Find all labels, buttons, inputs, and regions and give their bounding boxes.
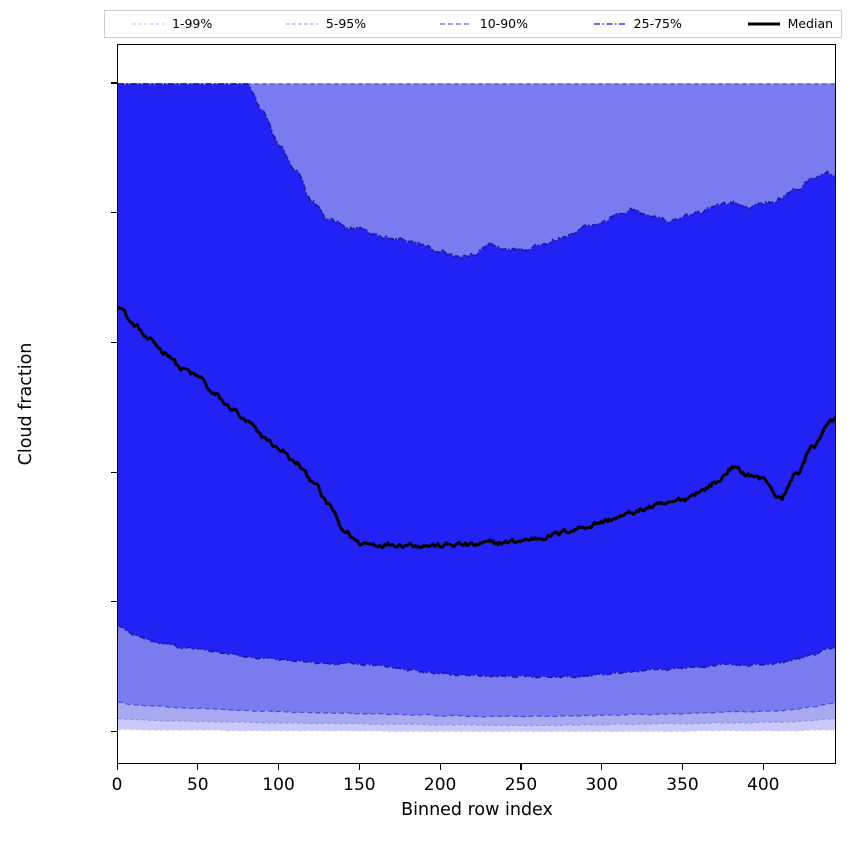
boundary-p1 — [118, 728, 835, 733]
x-tick-mark — [116, 764, 118, 770]
boundary-p75 — [118, 83, 835, 259]
x-tick-mark — [358, 764, 360, 770]
boundary-p25 — [118, 624, 835, 679]
y-tick-mark — [111, 731, 117, 733]
x-tick-mark — [762, 764, 764, 770]
x-tick-label: 0 — [111, 775, 123, 795]
x-tick-label: 150 — [343, 775, 376, 795]
boundary-p5 — [118, 717, 835, 727]
legend-entry-10-90: 10-90% — [439, 15, 593, 31]
legend-entry-25-75: 25-75% — [593, 15, 747, 31]
legend-label: 1-99% — [172, 15, 213, 31]
legend-entry-5-95: 5-95% — [285, 15, 439, 31]
x-tick-mark — [601, 764, 603, 770]
y-tick-mark — [111, 471, 117, 473]
x-tick-label: 350 — [666, 775, 699, 795]
legend-label: 25-75% — [633, 15, 682, 31]
band-25-75 — [118, 83, 835, 678]
boundary-p10 — [118, 701, 835, 718]
x-tick-label: 300 — [585, 775, 618, 795]
legend-swatch-dashed-line-icon — [593, 18, 627, 30]
y-tick-mark — [111, 601, 117, 603]
legend-swatch-dashed-line-icon — [439, 18, 473, 30]
x-tick-label: 50 — [186, 775, 209, 795]
x-tick-mark — [682, 764, 684, 770]
legend-swatch-dashed-line-icon — [285, 18, 319, 30]
plot-area — [117, 44, 836, 764]
x-tick-label: 250 — [504, 775, 538, 795]
y-tick-mark — [111, 82, 117, 84]
legend-swatch-dashed-line-icon — [131, 18, 165, 30]
median-line — [118, 305, 835, 550]
plot-frame — [117, 44, 836, 764]
x-tick-mark — [439, 764, 441, 770]
x-tick-label: 100 — [262, 775, 295, 795]
plot-svg — [118, 83, 835, 733]
chart-legend: 1-99% 5-95% 10-90% 25-75% Median — [104, 10, 842, 38]
y-axis-label: Cloud fraction — [16, 342, 36, 466]
legend-label: 5-95% — [325, 15, 367, 31]
legend-label: Median — [787, 15, 834, 31]
x-tick-mark — [278, 764, 280, 770]
legend-entry-median: Median — [747, 15, 834, 31]
x-axis-label: Binned row index — [401, 800, 553, 820]
x-tick-mark — [197, 764, 199, 770]
x-tick-mark — [520, 764, 522, 770]
y-tick-mark — [111, 341, 117, 343]
legend-entry-1-99: 1-99% — [131, 15, 285, 31]
x-tick-label: 400 — [747, 775, 780, 795]
legend-swatch-solid-line-icon — [747, 18, 781, 30]
y-tick-mark — [111, 212, 117, 214]
x-tick-label: 200 — [423, 775, 457, 795]
legend-label: 10-90% — [479, 15, 528, 31]
